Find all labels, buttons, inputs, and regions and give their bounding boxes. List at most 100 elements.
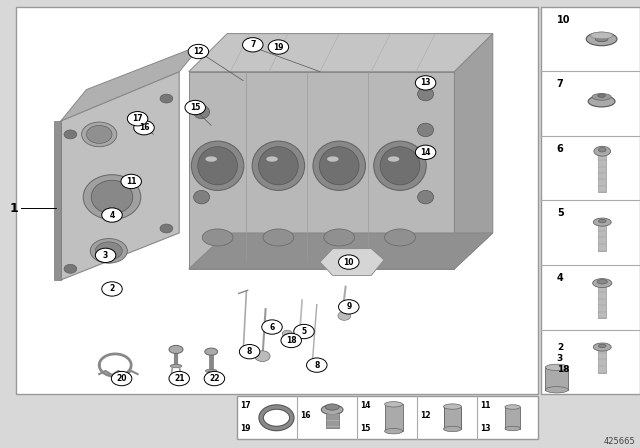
Text: 17: 17 bbox=[132, 114, 143, 123]
Ellipse shape bbox=[595, 36, 608, 42]
Ellipse shape bbox=[444, 426, 461, 432]
Text: 6: 6 bbox=[557, 144, 564, 154]
Text: 2: 2 bbox=[557, 343, 563, 352]
Circle shape bbox=[185, 100, 205, 115]
Ellipse shape bbox=[593, 343, 611, 351]
Ellipse shape bbox=[592, 94, 611, 100]
Circle shape bbox=[294, 324, 314, 339]
Text: 2: 2 bbox=[109, 284, 115, 293]
Text: 3: 3 bbox=[103, 251, 108, 260]
Ellipse shape bbox=[86, 125, 112, 143]
Ellipse shape bbox=[202, 229, 233, 246]
Ellipse shape bbox=[590, 32, 613, 39]
Circle shape bbox=[95, 248, 116, 263]
Text: 22: 22 bbox=[209, 374, 220, 383]
Text: 7: 7 bbox=[557, 79, 564, 89]
Ellipse shape bbox=[327, 156, 339, 162]
Ellipse shape bbox=[313, 141, 365, 190]
Ellipse shape bbox=[385, 229, 415, 246]
Circle shape bbox=[282, 330, 292, 337]
Circle shape bbox=[102, 282, 122, 296]
Circle shape bbox=[111, 371, 132, 386]
Text: 4: 4 bbox=[109, 211, 115, 220]
Circle shape bbox=[160, 94, 173, 103]
Text: 13: 13 bbox=[481, 424, 491, 433]
Ellipse shape bbox=[205, 369, 217, 373]
Text: 425665: 425665 bbox=[604, 437, 636, 446]
Circle shape bbox=[134, 121, 154, 135]
Text: 3: 3 bbox=[557, 354, 563, 363]
Polygon shape bbox=[189, 233, 493, 269]
Ellipse shape bbox=[205, 348, 218, 355]
Ellipse shape bbox=[385, 428, 403, 434]
Text: 8: 8 bbox=[314, 361, 319, 370]
Ellipse shape bbox=[598, 94, 605, 97]
Bar bbox=[505, 407, 520, 428]
Circle shape bbox=[102, 208, 122, 222]
Text: 12: 12 bbox=[420, 411, 431, 420]
Text: 12: 12 bbox=[193, 47, 204, 56]
Ellipse shape bbox=[263, 229, 294, 246]
Bar bbox=[541, 7, 640, 394]
Circle shape bbox=[204, 371, 225, 386]
Text: 7: 7 bbox=[250, 40, 255, 49]
Polygon shape bbox=[189, 72, 454, 269]
Text: 13: 13 bbox=[420, 78, 431, 87]
Text: 19: 19 bbox=[273, 43, 284, 52]
Bar bbox=[16, 7, 538, 394]
Text: 4: 4 bbox=[557, 273, 564, 283]
Text: 5: 5 bbox=[557, 208, 564, 218]
Ellipse shape bbox=[321, 405, 343, 415]
Polygon shape bbox=[320, 249, 384, 276]
Bar bbox=[598, 286, 606, 319]
Ellipse shape bbox=[319, 147, 359, 185]
Polygon shape bbox=[54, 121, 61, 280]
Text: 17: 17 bbox=[240, 401, 251, 410]
Ellipse shape bbox=[598, 219, 606, 223]
Circle shape bbox=[243, 38, 263, 52]
Ellipse shape bbox=[193, 190, 210, 204]
Text: 11: 11 bbox=[126, 177, 136, 186]
Ellipse shape bbox=[169, 345, 183, 353]
Ellipse shape bbox=[505, 426, 520, 431]
Ellipse shape bbox=[597, 280, 607, 284]
Circle shape bbox=[255, 351, 270, 362]
Ellipse shape bbox=[92, 180, 133, 214]
Text: 5: 5 bbox=[301, 327, 307, 336]
Bar bbox=[598, 224, 606, 250]
Ellipse shape bbox=[325, 404, 339, 410]
Text: 15: 15 bbox=[360, 424, 371, 433]
Circle shape bbox=[281, 333, 301, 348]
Polygon shape bbox=[61, 45, 202, 121]
Ellipse shape bbox=[95, 242, 122, 260]
Text: 14: 14 bbox=[420, 148, 431, 157]
Circle shape bbox=[64, 264, 77, 273]
Circle shape bbox=[64, 130, 77, 139]
Ellipse shape bbox=[588, 96, 615, 107]
Ellipse shape bbox=[593, 279, 612, 288]
Ellipse shape bbox=[198, 147, 237, 185]
Text: 21: 21 bbox=[174, 374, 184, 383]
Ellipse shape bbox=[380, 147, 420, 185]
Text: 10: 10 bbox=[344, 258, 354, 267]
Text: 20: 20 bbox=[116, 374, 127, 383]
Ellipse shape bbox=[252, 141, 305, 190]
Polygon shape bbox=[189, 34, 493, 72]
Text: 19: 19 bbox=[240, 424, 250, 433]
Ellipse shape bbox=[593, 218, 611, 226]
Bar bbox=[444, 407, 461, 429]
Ellipse shape bbox=[266, 156, 278, 162]
Ellipse shape bbox=[505, 405, 520, 409]
Ellipse shape bbox=[388, 156, 399, 162]
Circle shape bbox=[338, 311, 351, 320]
Circle shape bbox=[160, 224, 173, 233]
Ellipse shape bbox=[545, 364, 568, 370]
Ellipse shape bbox=[418, 190, 434, 204]
Ellipse shape bbox=[545, 387, 568, 393]
Ellipse shape bbox=[205, 156, 217, 162]
Ellipse shape bbox=[418, 87, 434, 101]
Bar bbox=[326, 409, 339, 427]
Ellipse shape bbox=[191, 141, 244, 190]
Circle shape bbox=[262, 320, 282, 334]
Bar bbox=[598, 154, 606, 192]
